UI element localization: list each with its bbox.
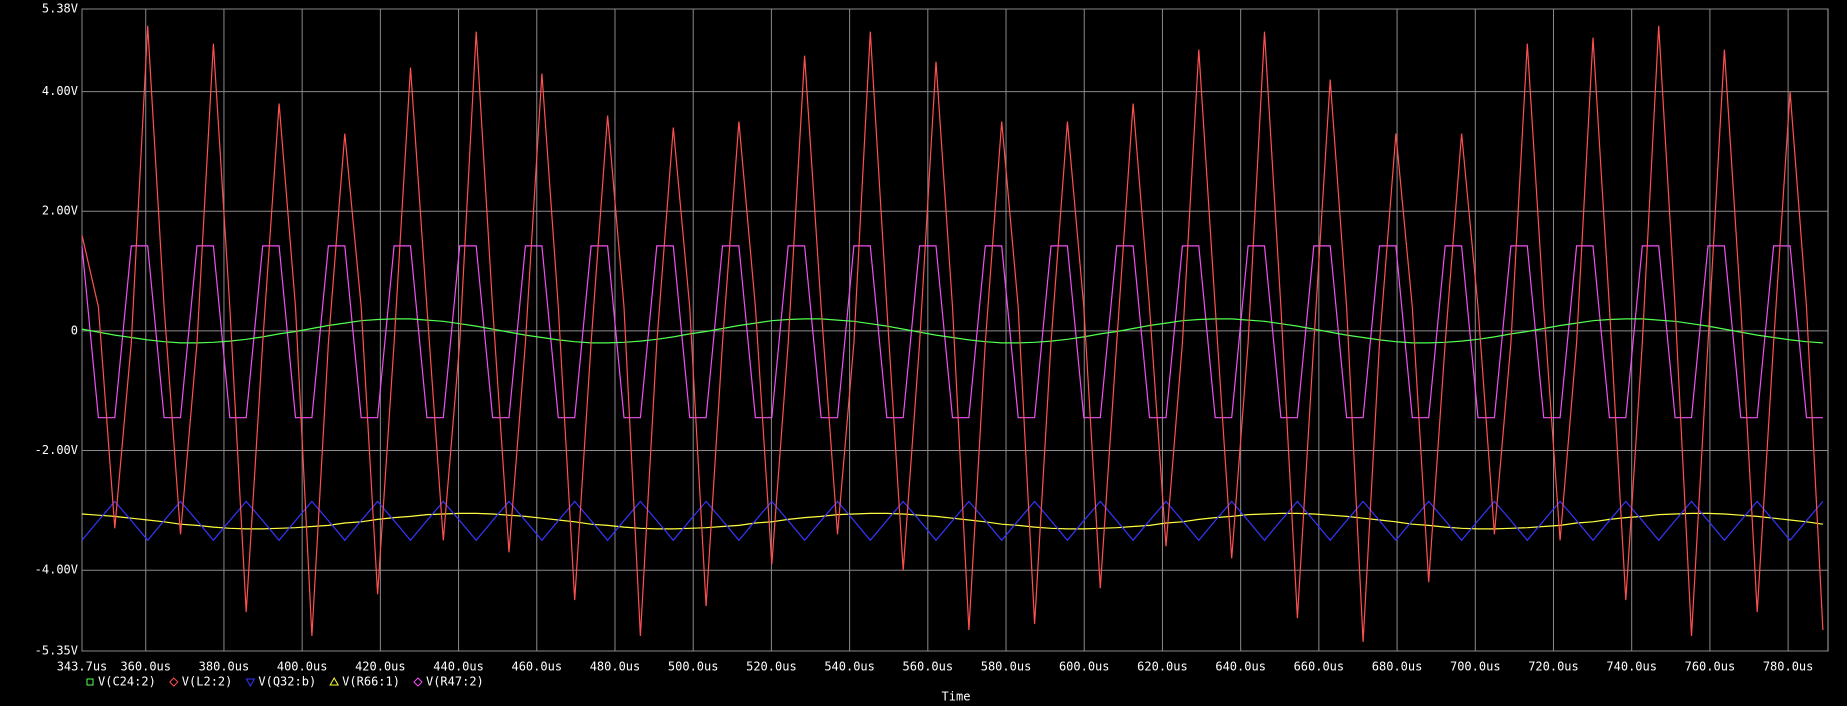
- legend-label: V(C24:2): [98, 675, 156, 689]
- x-tick-label: 780.0us: [1763, 660, 1814, 674]
- series-line: [81, 25, 1824, 643]
- x-tick-label: 700.0us: [1450, 660, 1501, 674]
- x-tick-label: 520.0us: [746, 660, 797, 674]
- x-tick-label: 760.0us: [1685, 660, 1736, 674]
- x-tick-label: 480.0us: [590, 660, 641, 674]
- legend-label: V(R47:2): [426, 675, 484, 689]
- x-tick-label: 420.0us: [355, 660, 406, 674]
- y-tick-label: 5.38V: [42, 2, 78, 16]
- x-axis-label: Time: [942, 690, 971, 704]
- legend-marker: [86, 678, 94, 686]
- x-tick-label: 640.0us: [1215, 660, 1266, 674]
- x-tick-label: 660.0us: [1294, 660, 1345, 674]
- y-tick-label: -2.00V: [35, 443, 78, 457]
- y-tick-label: -5.35V: [35, 644, 78, 658]
- plot-frame: [81, 8, 1829, 652]
- x-tick-label: 460.0us: [511, 660, 562, 674]
- y-tick-label: -4.00V: [35, 563, 78, 577]
- x-tick-label: 740.0us: [1606, 660, 1657, 674]
- legend-label: V(Q32:b): [258, 675, 316, 689]
- x-tick-label: 560.0us: [903, 660, 954, 674]
- x-tick-label: 500.0us: [668, 660, 719, 674]
- x-tick-label: 600.0us: [1059, 660, 1110, 674]
- y-tick-label: 0: [71, 323, 78, 337]
- y-tick-label: 2.00V: [42, 204, 78, 218]
- x-tick-label: 380.0us: [199, 660, 250, 674]
- y-tick-label: 4.00V: [42, 84, 78, 98]
- x-tick-label: 360.0us: [120, 660, 171, 674]
- x-tick-label: 400.0us: [277, 660, 328, 674]
- legend-marker: [169, 677, 179, 687]
- series-line: [81, 512, 1823, 530]
- x-tick-label: 440.0us: [433, 660, 484, 674]
- x-tick-label: 540.0us: [824, 660, 875, 674]
- legend-label: V(R66:1): [342, 675, 400, 689]
- x-tick-label: 620.0us: [1137, 660, 1188, 674]
- legend-marker: [245, 678, 256, 688]
- series-line: [81, 318, 1823, 344]
- legend-marker: [329, 676, 340, 686]
- legend-label: V(L2:2): [182, 675, 233, 689]
- legend-marker: [413, 677, 423, 687]
- x-tick-label: 580.0us: [981, 660, 1032, 674]
- x-tick-label: 720.0us: [1528, 660, 1579, 674]
- series-line: [81, 245, 1823, 419]
- x-tick-label: 343.7us: [57, 660, 108, 674]
- x-tick-label: 680.0us: [1372, 660, 1423, 674]
